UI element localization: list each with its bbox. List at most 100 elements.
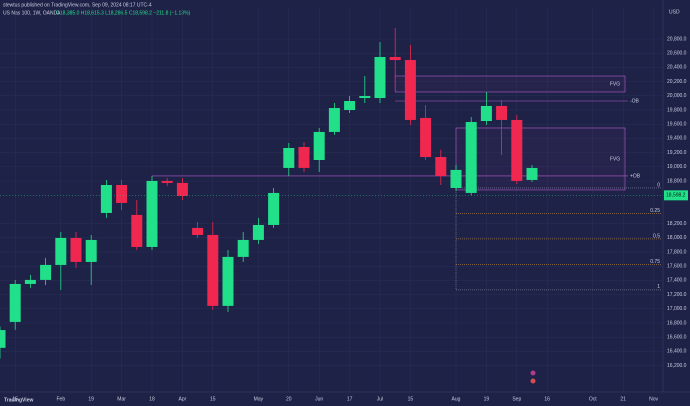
y-tick-label: 17,200.0	[667, 292, 687, 298]
publisher-note: stewtus published on TradingView.com, Se…	[3, 2, 152, 8]
fib-label: 1	[657, 284, 660, 290]
x-tick-label: 17	[347, 396, 353, 402]
x-tick-label: 15	[210, 396, 216, 402]
last-price-box	[664, 190, 688, 201]
last-price-label: 18,598.2	[666, 193, 686, 199]
candle-body	[161, 180, 173, 183]
y-tick-label: 17,400.0	[667, 278, 687, 284]
y-tick-label: 20,000.0	[667, 93, 687, 99]
x-tick-label: Aug	[452, 396, 461, 402]
fib-label: 0.25	[650, 208, 660, 214]
candle-body	[100, 184, 112, 213]
x-tick-label: 19	[484, 396, 490, 402]
candle-body	[404, 60, 416, 120]
ohlc-readout: O18,385.0 H18,615.3 L18,286.5 C18,598.2 …	[56, 10, 191, 16]
x-tick-label: 20	[286, 396, 292, 402]
x-tick-label: Apr	[179, 396, 187, 402]
x-tick-label: Mar	[117, 396, 126, 402]
level-label: +OB	[630, 173, 641, 179]
y-tick-label: 17,600.0	[667, 264, 687, 270]
x-tick-label: 18	[149, 396, 155, 402]
candle-body	[283, 147, 295, 168]
fvg-zone	[394, 75, 626, 93]
y-tick-label: 17,800.0	[667, 249, 687, 255]
candle-body	[313, 131, 325, 160]
y-tick-label: 16,400.0	[667, 349, 687, 355]
y-tick-label: 20,800.0	[667, 36, 687, 42]
y-tick-label: 19,800.0	[667, 107, 687, 113]
y-tick-label: 18,200.0	[667, 221, 687, 227]
candle-body	[24, 279, 36, 284]
brand: TradingView	[4, 397, 33, 403]
candle-body	[465, 122, 477, 193]
y-tick-label: 16,600.0	[667, 335, 687, 341]
x-tick-label: May	[254, 396, 264, 402]
candle-body	[40, 264, 52, 280]
candle-body	[511, 119, 523, 181]
candle-body	[496, 105, 508, 120]
y-tick-label: 18,000.0	[667, 235, 687, 241]
fib-label: 0.5	[653, 233, 660, 239]
symbol-title: US Nas 100, 1W, OANDA	[3, 10, 61, 16]
candle-body	[85, 239, 97, 262]
candle-body	[70, 237, 82, 262]
candle-body	[146, 180, 158, 247]
currency: USD	[669, 9, 680, 15]
candle-body	[131, 214, 143, 247]
fvg-zone	[455, 127, 626, 191]
zone-label: FVG	[610, 81, 620, 87]
y-tick-label: 20,600.0	[667, 51, 687, 57]
candle-body	[526, 167, 538, 180]
candle-body	[9, 283, 21, 322]
fib-label: 0.75	[650, 259, 660, 265]
candle-body	[55, 237, 67, 265]
x-tick-label: Oct	[589, 396, 597, 402]
candle-body	[237, 239, 249, 257]
y-tick-label: 16,800.0	[667, 320, 687, 326]
event-icon	[530, 378, 536, 384]
y-tick-label: 19,600.0	[667, 122, 687, 128]
y-tick-label: 16,200.0	[667, 363, 687, 369]
x-tick-label: Feb	[56, 396, 65, 402]
y-tick-label: 19,000.0	[667, 164, 687, 170]
y-tick-label: 20,400.0	[667, 65, 687, 71]
candle-body	[192, 227, 204, 235]
zone-label: FVG	[610, 156, 620, 162]
x-tick-label: 15	[12, 396, 18, 402]
candle-body	[268, 192, 280, 225]
candle-body	[344, 101, 356, 111]
x-tick-label: 16	[544, 396, 550, 402]
candle-body	[480, 105, 492, 122]
candle-body	[420, 117, 432, 158]
y-tick-label: 20,200.0	[667, 79, 687, 85]
x-tick-label: 21	[620, 396, 626, 402]
candle-body	[298, 147, 310, 168]
candle-body	[389, 56, 401, 61]
fib-label: 0	[657, 182, 660, 188]
candle-body	[222, 256, 234, 306]
y-tick-label: 17,000.0	[667, 306, 687, 312]
x-tick-label: Nov	[649, 396, 658, 402]
candle-body	[116, 184, 128, 203]
candle-body	[435, 157, 447, 176]
x-tick-label: 15	[408, 396, 414, 402]
candle-body	[374, 56, 386, 99]
y-tick-label: 19,400.0	[667, 136, 687, 142]
y-tick-label: 18,800.0	[667, 178, 687, 184]
candle-body	[328, 108, 340, 132]
candle-body	[0, 330, 6, 348]
x-tick-label: 19	[88, 396, 94, 402]
candle-body	[207, 234, 219, 306]
x-tick-label: Jul	[377, 396, 383, 402]
candle-body	[176, 182, 188, 196]
x-tick-label: Sep	[512, 396, 521, 402]
candle-body	[359, 96, 371, 99]
candle-body	[450, 169, 462, 188]
event-icon	[530, 370, 536, 376]
level-label: -OB	[630, 98, 640, 104]
candle-body	[252, 224, 264, 240]
y-tick-label: 19,200.0	[667, 150, 687, 156]
x-tick-label: Jun	[315, 396, 323, 402]
